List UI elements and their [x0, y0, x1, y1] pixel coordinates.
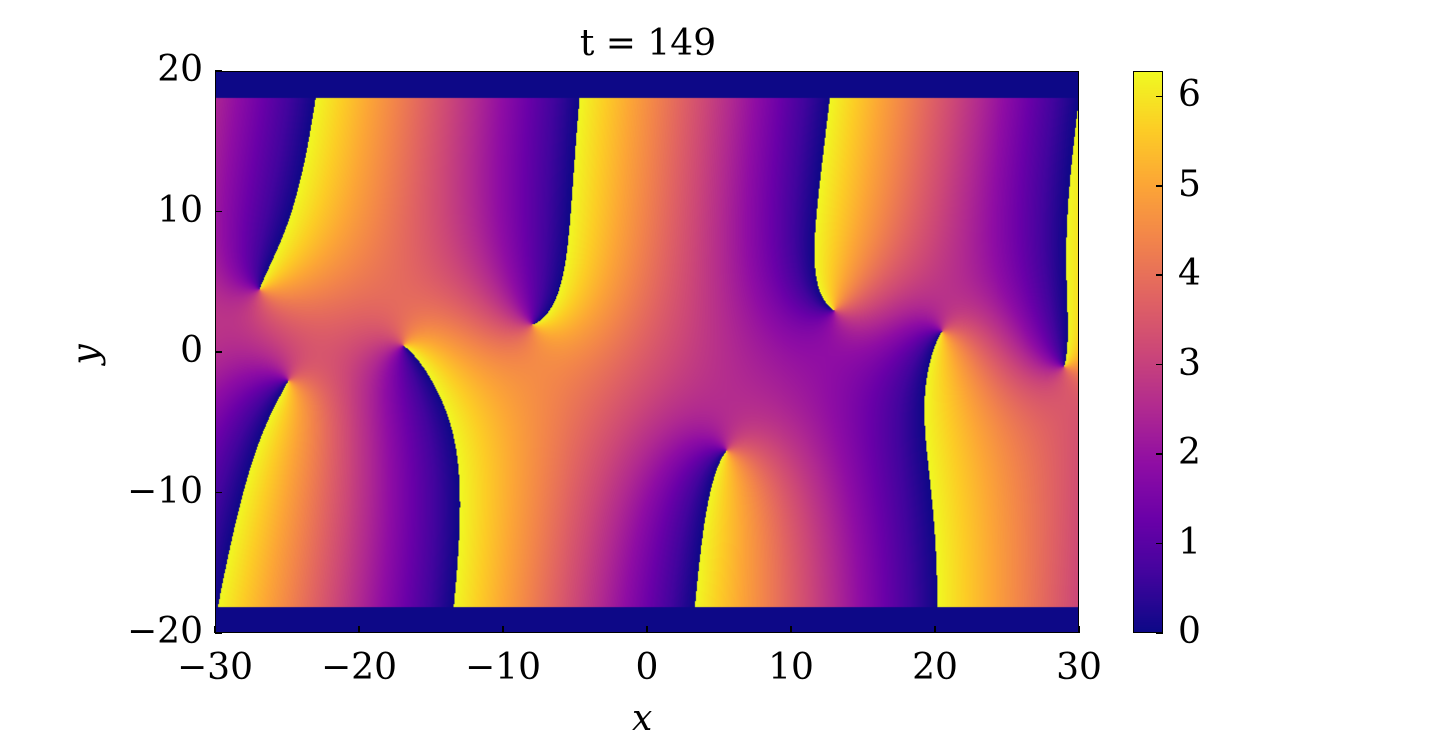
colorbar-tick-label: 1	[1178, 521, 1201, 563]
x-tick-label: 20	[912, 647, 958, 688]
x-tick-mark	[934, 626, 936, 633]
colorbar-tick-mark	[1156, 363, 1163, 366]
y-tick-label: −10	[127, 470, 203, 512]
x-tick-label: −10	[465, 647, 541, 688]
x-tick-label: 10	[768, 647, 814, 688]
chart-title: t = 149	[579, 23, 717, 64]
y-tick-mark	[215, 351, 222, 353]
colorbar	[1133, 71, 1163, 633]
figure: t = 149 −30 −20 −10 0 10 20 30 20 10 0 −10 −20 x y…	[65, 23, 1201, 739]
colorbar-tick-mark	[1156, 453, 1163, 455]
colorbar-tick-label: 5	[1178, 163, 1201, 205]
y-tick-mark	[215, 70, 222, 72]
y-tick-label: 0	[180, 330, 203, 371]
colorbar-tick-label: 0	[1178, 611, 1201, 652]
x-tick-mark	[502, 626, 504, 633]
colorbar-tick-mark	[1156, 185, 1163, 187]
y-tick-mark	[215, 491, 222, 494]
x-axis-label: x	[632, 698, 653, 739]
x-tick-mark	[358, 626, 360, 633]
x-tick-mark	[790, 626, 792, 633]
phase-field-heatmap	[216, 72, 1078, 632]
colorbar-tick-label: 6	[1178, 74, 1201, 116]
x-tick-mark	[646, 626, 648, 633]
colorbar-tick-label: 4	[1178, 253, 1201, 295]
x-tick-label: −20	[321, 647, 397, 688]
x-tick-label: 0	[635, 647, 659, 688]
y-tick-mark	[215, 632, 222, 634]
x-tick-mark	[1078, 626, 1080, 633]
x-tick-mark	[214, 626, 216, 633]
colorbar-tick-mark	[1156, 95, 1163, 98]
y-tick-mark	[215, 210, 222, 213]
colorbar-tick-label: 2	[1178, 432, 1201, 474]
y-axis-label: y	[65, 344, 107, 365]
x-tick-label: 30	[1056, 647, 1102, 688]
colorbar-tick-mark	[1156, 274, 1163, 276]
y-tick-label: 20	[157, 49, 203, 90]
colorbar-gradient	[1134, 72, 1162, 632]
x-tick-label: −30	[177, 647, 253, 688]
heatmap-plot-area	[215, 71, 1079, 633]
colorbar-tick-mark	[1156, 542, 1163, 545]
colorbar-tick-label: 3	[1178, 342, 1201, 384]
y-tick-label: −20	[127, 611, 203, 652]
y-tick-label: 10	[157, 189, 203, 231]
colorbar-tick-mark	[1156, 632, 1163, 634]
